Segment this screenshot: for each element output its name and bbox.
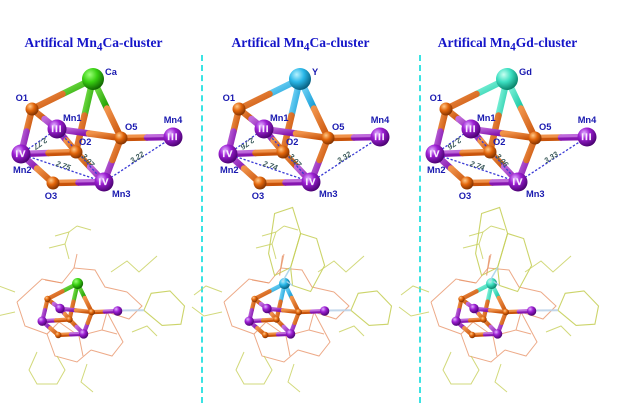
svg-text:Mn2: Mn2: [13, 165, 32, 175]
svg-text:Mn4: Mn4: [578, 115, 597, 125]
svg-text:O3: O3: [459, 191, 471, 201]
svg-text:Mn1: Mn1: [63, 113, 82, 123]
svg-text:Mn1: Mn1: [477, 113, 496, 123]
svg-text:O2: O2: [286, 137, 298, 147]
svg-text:2.76: 2.76: [445, 135, 464, 152]
svg-text:III: III: [374, 132, 385, 142]
svg-text:III: III: [465, 124, 476, 134]
svg-text:3.06: 3.06: [494, 152, 511, 170]
svg-text:O1: O1: [223, 93, 235, 103]
svg-text:Mn2: Mn2: [427, 165, 446, 175]
svg-text:Y: Y: [312, 67, 319, 77]
svg-text:Ca: Ca: [105, 67, 118, 77]
svg-text:IV: IV: [98, 177, 109, 187]
svg-text:O5: O5: [332, 122, 344, 132]
svg-text:Gd: Gd: [519, 67, 532, 77]
svg-text:III: III: [258, 124, 269, 134]
svg-text:Mn1: Mn1: [270, 113, 289, 123]
svg-text:IV: IV: [305, 177, 316, 187]
svg-text:IV: IV: [512, 177, 523, 187]
svg-text:III: III: [581, 132, 592, 142]
svg-text:IV: IV: [15, 149, 26, 159]
svg-text:O5: O5: [539, 122, 551, 132]
svg-text:III: III: [167, 132, 178, 142]
svg-text:Mn2: Mn2: [220, 165, 239, 175]
svg-text:IV: IV: [429, 149, 440, 159]
svg-text:2.76: 2.76: [238, 135, 257, 152]
svg-text:Mn4: Mn4: [164, 115, 183, 125]
svg-text:III: III: [51, 124, 62, 134]
svg-text:O2: O2: [493, 137, 505, 147]
svg-text:O1: O1: [16, 93, 28, 103]
svg-text:Mn4: Mn4: [371, 115, 390, 125]
svg-text:O3: O3: [252, 191, 264, 201]
svg-text:O2: O2: [79, 137, 91, 147]
svg-text:O5: O5: [125, 122, 137, 132]
svg-text:3.33: 3.33: [542, 149, 560, 165]
svg-text:3.32: 3.32: [335, 149, 353, 165]
svg-text:3.07: 3.07: [287, 152, 304, 170]
svg-text:Mn3: Mn3: [112, 189, 131, 199]
svg-text:O3: O3: [45, 191, 57, 201]
svg-text:IV: IV: [222, 149, 233, 159]
svg-text:Mn3: Mn3: [319, 189, 338, 199]
svg-text:Mn3: Mn3: [526, 189, 545, 199]
svg-text:O1: O1: [430, 93, 442, 103]
svg-text:3.07: 3.07: [80, 152, 97, 170]
svg-text:2.77: 2.77: [31, 135, 50, 152]
svg-text:3.22: 3.22: [128, 149, 146, 165]
